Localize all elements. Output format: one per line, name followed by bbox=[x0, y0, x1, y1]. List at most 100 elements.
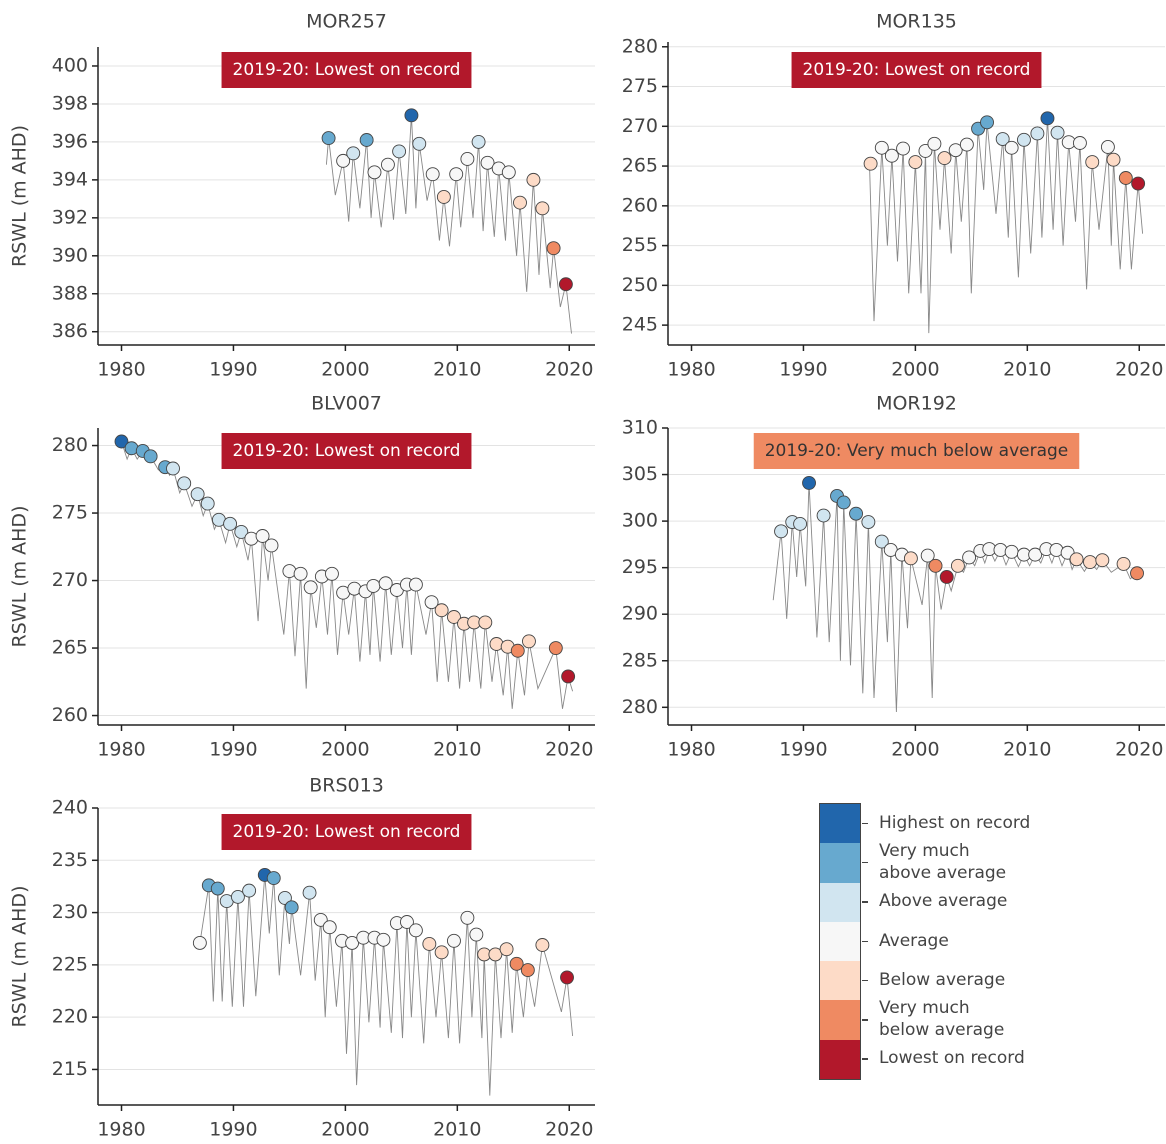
peak-point bbox=[404, 108, 419, 123]
legend-label: Very much below average bbox=[879, 998, 1005, 1041]
peak-point bbox=[816, 508, 831, 523]
y-tick-label: 245 bbox=[622, 314, 658, 336]
legend-label: Highest on record bbox=[879, 812, 1031, 833]
peak-point bbox=[928, 558, 943, 573]
peak-point bbox=[548, 641, 563, 655]
y-tick-label: 285 bbox=[622, 649, 658, 671]
peak-point bbox=[367, 165, 382, 180]
x-tick-label: 2020 bbox=[1115, 739, 1163, 761]
peak-point bbox=[460, 910, 475, 925]
peak-point bbox=[471, 134, 486, 149]
peak-point bbox=[380, 157, 395, 172]
peak-point bbox=[863, 156, 878, 171]
y-tick-label: 225 bbox=[52, 953, 88, 975]
peak-point bbox=[293, 566, 308, 581]
peak-point bbox=[937, 151, 952, 166]
annotation: 2019-20: Lowest on record bbox=[233, 822, 461, 842]
peak-point bbox=[434, 603, 449, 618]
y-tick-label: 215 bbox=[52, 1058, 88, 1080]
peak-point bbox=[1085, 155, 1100, 170]
peak-point bbox=[1118, 171, 1133, 185]
x-tick-label: 2010 bbox=[1003, 359, 1051, 381]
peak-point bbox=[480, 155, 495, 170]
peak-point bbox=[422, 937, 437, 951]
y-tick-label: 290 bbox=[622, 603, 658, 625]
peak-point bbox=[230, 889, 245, 904]
legend-tick bbox=[862, 940, 868, 942]
x-tick-label: 2000 bbox=[891, 359, 939, 381]
peak-point bbox=[836, 495, 851, 510]
peak-point bbox=[874, 140, 889, 155]
peak-point bbox=[177, 476, 192, 491]
peak-point bbox=[255, 529, 270, 543]
y-tick-label: 270 bbox=[52, 569, 88, 591]
peak-point bbox=[509, 956, 524, 971]
peak-point bbox=[1083, 555, 1097, 570]
panel: 280 285 290 295 300 305 310 1980 1990 2000 2010 202… bbox=[622, 393, 1165, 761]
peak-point bbox=[190, 487, 205, 502]
peak-point bbox=[345, 935, 360, 950]
peak-point bbox=[884, 148, 899, 163]
x-tick-label: 2000 bbox=[321, 359, 369, 381]
x-tick-label: 1990 bbox=[779, 739, 827, 761]
x-tick-label: 2020 bbox=[545, 359, 593, 381]
y-tick-label: 305 bbox=[622, 463, 658, 485]
peak-point bbox=[920, 548, 935, 563]
peak-point bbox=[560, 970, 574, 985]
y-tick-label: 386 bbox=[52, 320, 88, 342]
peak-point bbox=[425, 167, 440, 182]
peak-point bbox=[980, 115, 994, 130]
peak-point bbox=[1116, 556, 1131, 571]
y-tick-label: 240 bbox=[52, 797, 88, 819]
peak-point bbox=[950, 558, 965, 573]
legend-tick bbox=[862, 1058, 868, 1060]
x-tick-label: 2010 bbox=[433, 739, 481, 761]
x-tick-label: 2010 bbox=[1003, 739, 1051, 761]
peak-point bbox=[376, 932, 391, 947]
peak-point bbox=[210, 881, 225, 896]
peak-point bbox=[408, 577, 423, 592]
peak-point bbox=[277, 890, 292, 905]
peak-point bbox=[510, 643, 525, 658]
legend-tick bbox=[862, 822, 868, 825]
y-tick-label: 310 bbox=[622, 417, 658, 439]
peak-point bbox=[896, 141, 911, 156]
annotation: 2019-20: Lowest on record bbox=[233, 60, 461, 80]
panel: 260 265 270 275 280 1980 1990 2000 2010 2020 BLV00… bbox=[9, 393, 595, 761]
panel-title: BLV007 bbox=[311, 393, 382, 415]
peak-point bbox=[447, 933, 461, 948]
x-tick-label: 1990 bbox=[779, 359, 827, 381]
peak-point bbox=[1030, 126, 1045, 141]
y-tick-label: 300 bbox=[622, 510, 658, 532]
legend-swatch bbox=[820, 1000, 860, 1040]
peak-point bbox=[939, 570, 954, 584]
peak-point bbox=[378, 576, 393, 591]
peak-point bbox=[499, 942, 514, 957]
y-axis-label: RSWL (m AHD) bbox=[9, 886, 31, 1028]
peak-point bbox=[392, 144, 407, 159]
peak-point bbox=[903, 551, 918, 566]
x-tick-label: 2020 bbox=[545, 739, 593, 761]
x-tick-label: 1980 bbox=[97, 359, 145, 381]
peak-point bbox=[200, 496, 215, 511]
y-tick-label: 270 bbox=[622, 115, 658, 137]
y-tick-label: 396 bbox=[52, 130, 88, 152]
peak-point bbox=[802, 475, 816, 490]
peak-point bbox=[1004, 140, 1019, 155]
peak-point bbox=[408, 923, 423, 938]
peak-point bbox=[223, 516, 238, 531]
legend-swatch bbox=[820, 961, 860, 1001]
peak-point bbox=[1130, 566, 1144, 581]
peak-point bbox=[959, 137, 974, 152]
y-tick-label: 280 bbox=[52, 434, 88, 456]
y-tick-label: 388 bbox=[52, 282, 88, 304]
y-tick-label: 394 bbox=[52, 168, 88, 190]
x-tick-label: 1980 bbox=[667, 359, 715, 381]
x-tick-label: 2000 bbox=[891, 739, 939, 761]
peak-point bbox=[478, 615, 493, 630]
y-tick-label: 275 bbox=[52, 502, 88, 524]
legend-swatch bbox=[820, 882, 860, 922]
peak-point bbox=[962, 550, 977, 565]
peak-point bbox=[284, 900, 299, 915]
legend-label: Below average bbox=[879, 969, 1006, 990]
